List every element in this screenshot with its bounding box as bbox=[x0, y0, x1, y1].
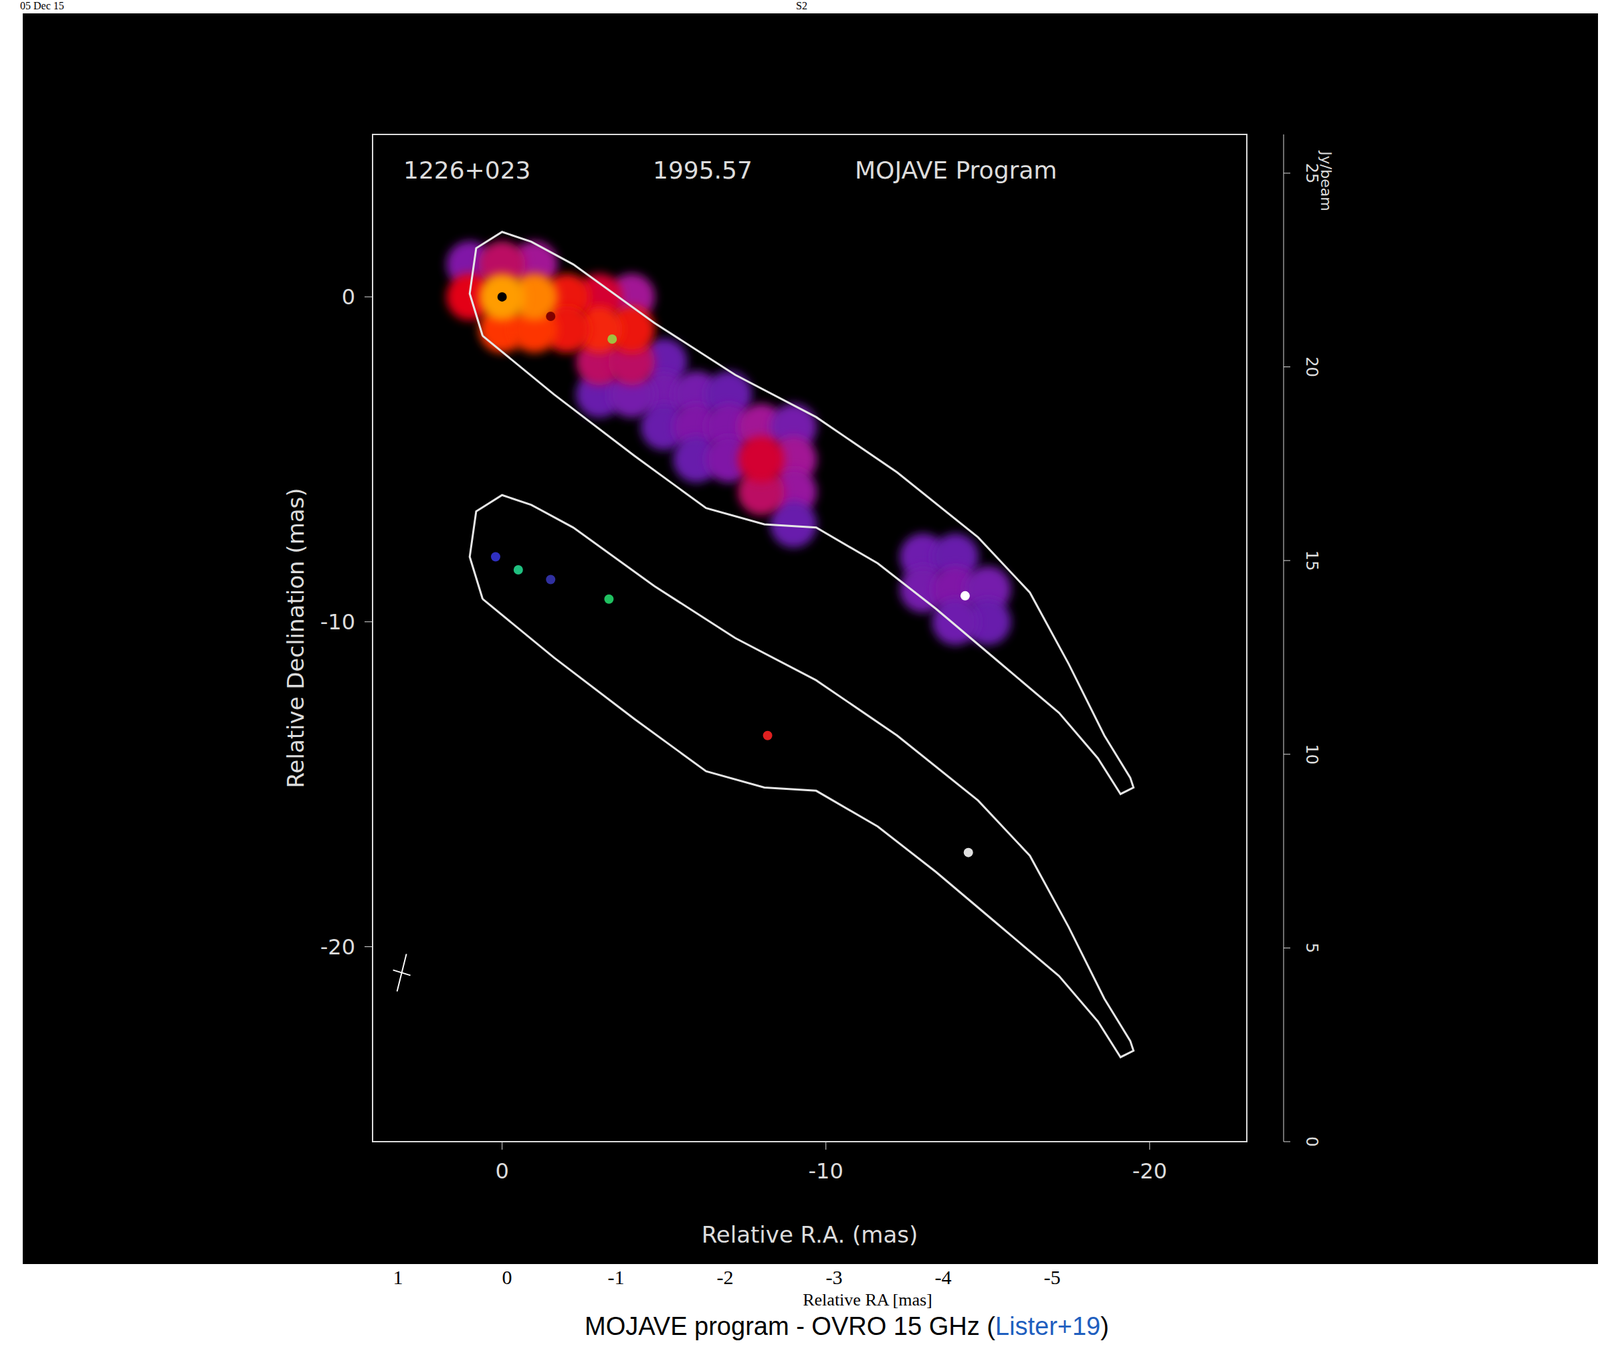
html-text:0: 0 bbox=[502, 1266, 513, 1289]
svg-text:-10: -10 bbox=[320, 609, 356, 635]
html-text:-5: -5 bbox=[1043, 1266, 1061, 1289]
html-text:Relative Declination (mas): Relative Declination (mas) bbox=[282, 487, 310, 789]
svg-text:15: 15 bbox=[1302, 550, 1322, 572]
html-text:MOJAVE program - OVRO 15 GHz (: MOJAVE program - OVRO 15 GHz (Lister+19) bbox=[584, 1312, 1109, 1341]
html-text:1226+023: 1226+023 bbox=[403, 156, 531, 184]
svg-text:25: 25 bbox=[1302, 162, 1322, 184]
html-text:05 Dec 15: 05 Dec 15 bbox=[20, 0, 65, 12]
html-text:MOJAVE Program: MOJAVE Program bbox=[854, 156, 1058, 184]
svg-text:-10: -10 bbox=[808, 1158, 844, 1184]
svg-text:10: 10 bbox=[1302, 743, 1322, 765]
html-text:S2: S2 bbox=[795, 0, 808, 12]
html-text:Relative R.A. (mas): Relative R.A. (mas) bbox=[701, 1221, 918, 1249]
html-text:1: 1 bbox=[392, 1266, 404, 1289]
svg-text:0: 0 bbox=[494, 1158, 509, 1184]
svg-text:5: 5 bbox=[1302, 943, 1322, 954]
svg-text:-20: -20 bbox=[1132, 1158, 1168, 1184]
html-text:-2: -2 bbox=[716, 1266, 734, 1289]
html-text:Relative RA [mas]: Relative RA [mas] bbox=[802, 1290, 933, 1310]
svg-text:-20: -20 bbox=[320, 934, 356, 960]
svg-text:0: 0 bbox=[1302, 1136, 1322, 1147]
html-text:1995.57: 1995.57 bbox=[652, 156, 753, 184]
html-text:-4: -4 bbox=[934, 1266, 952, 1289]
html-text:-1: -1 bbox=[607, 1266, 625, 1289]
html-text:-3: -3 bbox=[825, 1266, 843, 1289]
svg-text:0: 0 bbox=[341, 284, 356, 310]
html-text:Jy/beam: Jy/beam bbox=[1317, 151, 1335, 212]
svg-text:20: 20 bbox=[1302, 356, 1322, 378]
